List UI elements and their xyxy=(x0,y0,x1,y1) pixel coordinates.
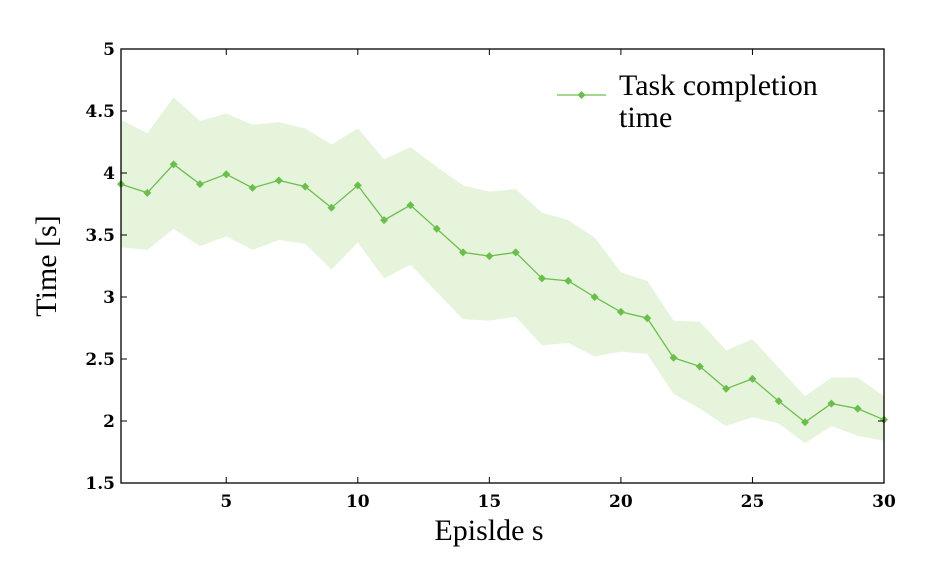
data-point xyxy=(485,252,494,261)
legend-label-line1: Task completion xyxy=(619,69,818,102)
x-tick-label: 10 xyxy=(346,492,370,512)
series-line xyxy=(120,163,885,424)
y-tick-label: 1.5 xyxy=(85,474,115,494)
data-point xyxy=(432,224,441,233)
series-marker-layer xyxy=(117,160,888,427)
data-point xyxy=(459,248,468,257)
data-point xyxy=(143,188,152,197)
legend: Task completion time xyxy=(557,69,818,134)
data-point xyxy=(274,176,283,185)
y-tick-label: 3 xyxy=(103,288,115,308)
confidence-band-layer xyxy=(121,97,884,444)
data-point xyxy=(590,293,599,301)
data-point xyxy=(169,160,178,169)
data-point xyxy=(380,216,389,225)
x-tick-label: 15 xyxy=(478,492,502,512)
data-point xyxy=(248,183,257,192)
y-tick-label: 2.5 xyxy=(85,350,115,370)
y-tick-label: 4.5 xyxy=(85,102,115,122)
data-point xyxy=(537,274,546,283)
x-tick-label: 20 xyxy=(609,492,633,512)
data-point xyxy=(511,248,520,257)
data-point xyxy=(301,182,310,191)
data-point xyxy=(616,307,625,316)
data-point xyxy=(353,181,362,190)
x-tick-label: 5 xyxy=(220,492,232,512)
y-tick-label: 4 xyxy=(103,164,115,184)
data-point xyxy=(722,384,731,393)
legend-marker-swatch xyxy=(577,91,586,99)
data-point xyxy=(222,170,231,179)
data-point xyxy=(406,201,415,210)
y-axis-label: Time [s] xyxy=(30,215,63,316)
y-tick-label: 5 xyxy=(103,40,115,60)
y-tick-label: 2 xyxy=(103,412,115,432)
y-tick-label: 3.5 xyxy=(85,226,115,246)
data-point xyxy=(564,276,573,285)
data-point xyxy=(695,362,704,371)
data-point xyxy=(748,374,757,383)
data-point xyxy=(853,404,862,413)
data-point xyxy=(327,203,336,212)
data-point xyxy=(774,397,783,406)
data-point xyxy=(801,418,810,427)
data-point xyxy=(643,314,652,323)
data-point xyxy=(669,353,678,362)
x-tick-label: 30 xyxy=(872,492,896,512)
confidence-band xyxy=(121,97,884,444)
data-point xyxy=(195,180,204,189)
tick-layer: 5 10 15 20 25 30 1.5 2 2.5 3 3.5 4 4.5 5 xyxy=(85,40,896,512)
x-axis-label: Epislde s xyxy=(434,514,543,547)
series-line-layer xyxy=(120,163,885,424)
plot-frame xyxy=(120,48,885,484)
legend-label-line2: time xyxy=(619,101,672,134)
x-tick-label: 25 xyxy=(741,492,765,512)
data-point xyxy=(827,399,836,408)
